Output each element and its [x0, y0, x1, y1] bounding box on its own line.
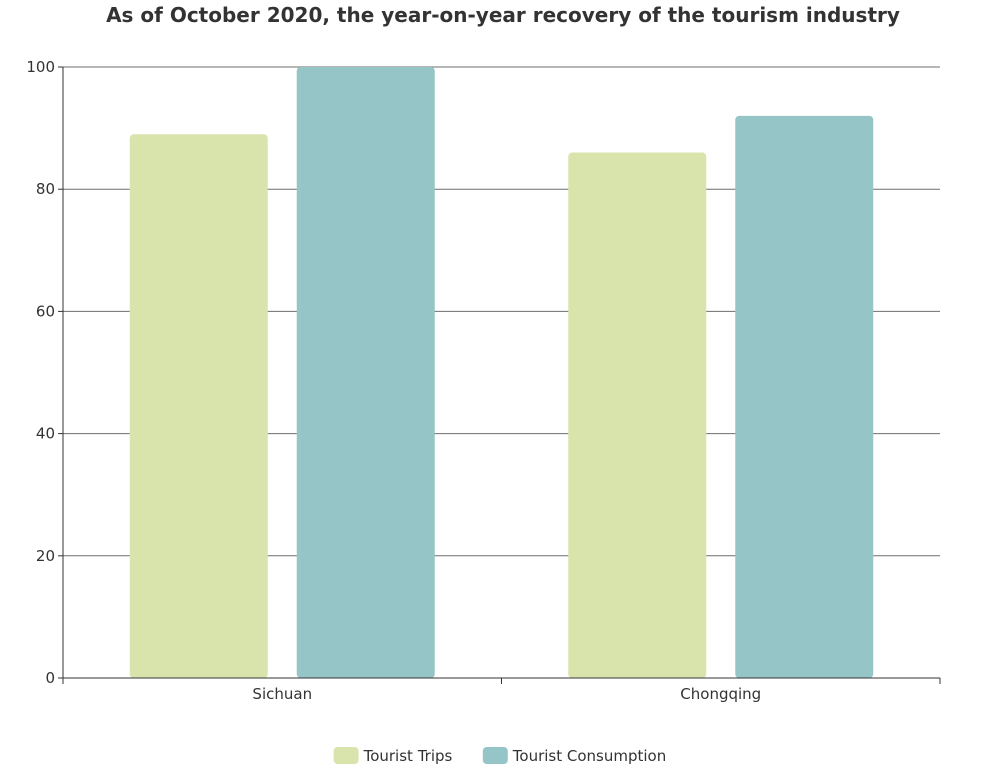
bar-sichuan-tourist-trips[interactable]	[129, 134, 268, 678]
chart-title: As of October 2020, the year-on-year rec…	[106, 3, 900, 27]
axes: 0 20 40 60 80 100 Sichuan Chongqing	[26, 58, 941, 703]
y-tick-label: 100	[26, 58, 55, 76]
legend-swatch[interactable]	[482, 747, 508, 764]
y-tick-label: 20	[36, 547, 55, 565]
x-tick-label: Chongqing	[680, 685, 761, 703]
bar-chongqing-tourist-trips[interactable]	[568, 152, 707, 679]
x-tick-label: Sichuan	[252, 685, 312, 703]
y-tick-label: 60	[36, 302, 55, 320]
y-tick-label: 0	[45, 669, 55, 687]
legend[interactable]: Tourist Trips Tourist Consumption	[333, 747, 667, 765]
legend-swatch[interactable]	[333, 747, 359, 764]
y-tick-label: 80	[36, 180, 55, 198]
legend-label[interactable]: Tourist Trips	[363, 747, 453, 765]
bars	[129, 67, 874, 679]
bar-chongqing-tourist-consumption[interactable]	[735, 115, 874, 678]
y-tick-label: 40	[36, 425, 55, 443]
legend-label[interactable]: Tourist Consumption	[512, 747, 666, 765]
bar-sichuan-tourist-consumption[interactable]	[296, 67, 435, 678]
